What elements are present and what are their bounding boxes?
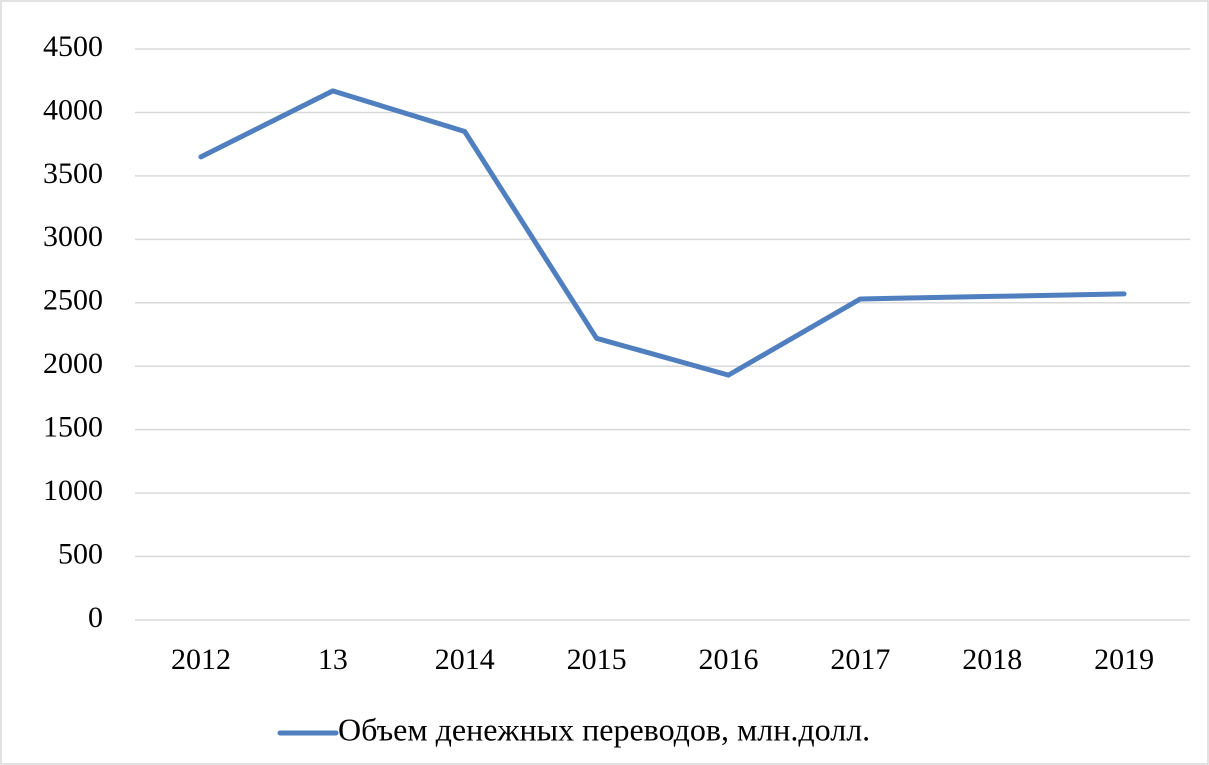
y-tick-label: 2000 — [43, 347, 103, 380]
y-tick-label: 2500 — [43, 284, 103, 317]
data-line — [198, 88, 1127, 378]
x-tick-label: 2016 — [698, 643, 758, 676]
x-tick-label: 2015 — [567, 643, 627, 676]
y-tick-label: 0 — [88, 601, 103, 634]
x-tick-label: 2017 — [830, 643, 890, 676]
x-tick-label: 2019 — [1094, 643, 1154, 676]
y-tick-label: 1500 — [43, 411, 103, 444]
y-tick-label: 3000 — [43, 220, 103, 253]
y-tick-label: 3500 — [43, 157, 103, 190]
x-tick-label: 2014 — [435, 643, 495, 676]
y-tick-label: 500 — [58, 537, 103, 570]
x-tick-label: 2012 — [171, 643, 231, 676]
legend-label: Объем денежных переводов, млн.долл. — [338, 711, 870, 747]
y-tick-label: 1000 — [43, 474, 103, 507]
x-tick-label: 13 — [318, 643, 348, 676]
y-tick-label: 4500 — [43, 30, 103, 63]
y-tick-label: 4000 — [43, 93, 103, 126]
x-tick-label: 2018 — [962, 643, 1022, 676]
